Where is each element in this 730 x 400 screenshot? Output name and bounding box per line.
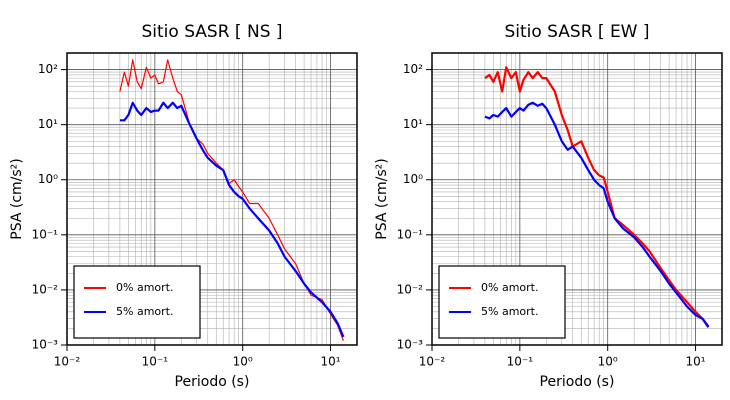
y-tick-label: 10² xyxy=(403,62,423,76)
y-axis-label: PSA (cm/s²) xyxy=(374,158,390,240)
y-tick-label: 10⁻² xyxy=(397,282,424,296)
legend-box xyxy=(73,265,201,339)
y-axis-label: PSA (cm/s²) xyxy=(9,158,25,240)
legend-label: 5% amort. xyxy=(481,305,538,318)
legend-box xyxy=(438,265,566,339)
y-tick-label: 10⁰ xyxy=(403,172,423,186)
x-tick-label: 10⁻¹ xyxy=(507,355,534,369)
y-tick-label: 10⁻¹ xyxy=(32,227,59,241)
plot-frame xyxy=(66,52,358,346)
y-tick-label: 10¹ xyxy=(403,117,423,131)
legend: 0% amort. 5% amort. xyxy=(73,265,201,339)
legend-label: 5% amort. xyxy=(116,305,173,318)
data-line xyxy=(119,59,344,341)
x-tick-label: 10⁻¹ xyxy=(142,355,169,369)
legend-label: 0% amort. xyxy=(116,281,173,294)
y-tick-label: 10⁻³ xyxy=(32,338,59,352)
x-axis-label: Periodo (s) xyxy=(175,374,250,390)
x-tick-label: 10⁰ xyxy=(598,355,618,369)
x-tick-label: 10⁻² xyxy=(419,355,446,369)
y-tick-label: 10⁻² xyxy=(32,282,59,296)
y-tick-label: 10² xyxy=(38,62,58,76)
data-line xyxy=(119,101,345,338)
legend: 0% amort. 5% amort. xyxy=(438,265,566,339)
chart-title: Sitio SASR [ NS ] xyxy=(141,22,282,42)
plot: 10⁻² 10⁻¹ 10⁰ 10¹ 10⁻³ 10⁻² 10⁻¹ 10⁰ 10¹ 10² Sitio… xyxy=(374,22,723,390)
data-line xyxy=(484,101,710,328)
x-tick-label: 10¹ xyxy=(686,355,706,369)
x-tick-label: 10⁻² xyxy=(54,355,81,369)
x-axis-label: Periodo (s) xyxy=(540,374,615,390)
y-tick-label: 10¹ xyxy=(38,117,58,131)
y-tick-label: 10⁻³ xyxy=(397,338,424,352)
plot: 10⁻² 10⁻¹ 10⁰ 10¹ 10⁻³ 10⁻² 10⁻¹ 10⁰ 10¹ 10² Sitio… xyxy=(9,22,358,390)
plot-frame xyxy=(431,52,723,346)
x-tick-label: 10⁰ xyxy=(233,355,253,369)
legend-label: 0% amort. xyxy=(481,281,538,294)
y-tick-label: 10⁰ xyxy=(38,172,58,186)
x-tick-label: 10¹ xyxy=(321,355,341,369)
y-tick-label: 10⁻¹ xyxy=(397,227,424,241)
chart-title: Sitio SASR [ EW ] xyxy=(504,22,649,42)
